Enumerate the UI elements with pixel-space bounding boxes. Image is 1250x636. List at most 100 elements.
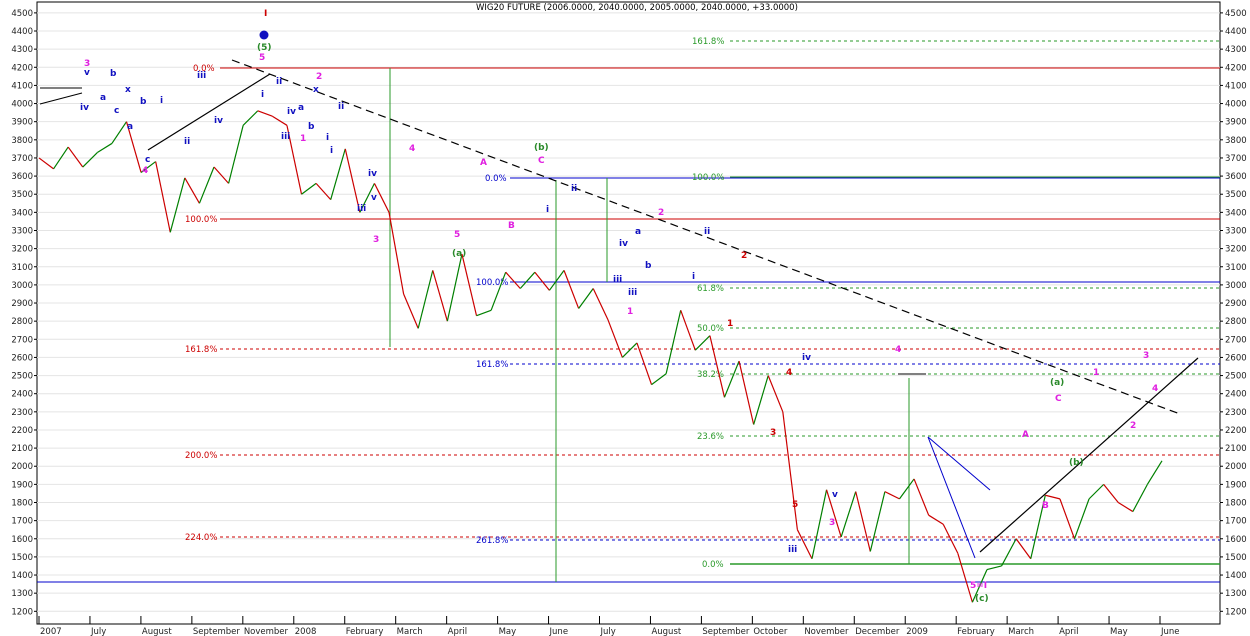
y-tick-label: 1700: [11, 517, 33, 527]
price-segment: [198, 166, 215, 204]
y-tick-label: 1400: [11, 571, 33, 581]
price-segment: [971, 569, 988, 603]
y-tick-label: 3000: [11, 281, 33, 291]
fib-red-label: 0.0%: [193, 64, 215, 74]
y-tick-label: 3200: [11, 245, 33, 255]
chart-title: WIG20 FUTURE (2006.0000, 2040.0000, 2005…: [476, 3, 798, 13]
price-segment: [1117, 501, 1134, 513]
wave-label: 3: [1143, 351, 1149, 361]
x-tick-label: May: [499, 627, 517, 636]
price-segment: [169, 177, 186, 233]
price-segment: [315, 182, 332, 201]
price-segment: [723, 360, 740, 398]
wave-label: B: [1042, 501, 1049, 511]
wave-label: (c): [975, 594, 989, 604]
wave-label: 1: [1093, 368, 1099, 378]
price-segment: [417, 270, 434, 329]
x-tick-label: 2007: [40, 627, 62, 636]
price-segment: [373, 183, 390, 213]
y-tick-label: 2600: [1225, 353, 1247, 363]
price-segment: [490, 271, 507, 311]
fib-green-label: 0.0%: [702, 560, 724, 570]
x-tick-label: July: [600, 627, 616, 636]
price-segment: [242, 110, 259, 126]
x-tick-label: March: [1008, 627, 1034, 636]
fib-blue-label: 161.8%: [476, 360, 508, 370]
y-tick-label: 1600: [11, 535, 33, 545]
wave-label: a: [298, 103, 304, 113]
price-segment: [928, 514, 944, 525]
price-segment: [665, 310, 682, 374]
price-segment: [563, 270, 580, 309]
y-tick-label: 2800: [11, 317, 33, 327]
price-segment: [1015, 538, 1032, 560]
y-tick-label: 4200: [11, 63, 33, 73]
price-segment: [519, 271, 536, 289]
y-tick-label: 1800: [1225, 499, 1247, 509]
y-tick-label: 3400: [1225, 208, 1247, 218]
wave-label: iii: [357, 204, 366, 214]
fib-red-label: 224.0%: [185, 533, 217, 543]
y-tick-label: 1600: [1225, 535, 1247, 545]
price-segment: [359, 183, 375, 213]
wave-label: iv: [287, 107, 296, 117]
y-axis-left: 1200 1300 1400 1500 1600 1700 1800 1900 2000 2100…: [11, 9, 37, 617]
y-tick-label: 4400: [11, 27, 33, 37]
y-tick-label: 1200: [11, 607, 33, 617]
price-segment: [461, 253, 478, 316]
price-segment: [1132, 484, 1148, 512]
price-segment: [1059, 498, 1076, 539]
grid: [37, 12, 1220, 612]
price-segment: [855, 491, 871, 552]
price-segment: [1073, 498, 1090, 539]
wave-label: a: [635, 227, 641, 237]
y-tick-label: 1500: [1225, 553, 1247, 563]
x-tick-label: June: [549, 627, 569, 636]
fib-green-label: 100.0%: [692, 173, 724, 183]
price-segment: [811, 489, 828, 559]
price-segment: [709, 335, 726, 398]
wave-label: a: [100, 93, 106, 103]
wave-label: ii: [184, 137, 190, 147]
price-series: [38, 110, 1163, 603]
price-segment: [272, 115, 288, 126]
y-tick-label: 2900: [11, 299, 33, 309]
y-tick-label: 2200: [1225, 426, 1247, 436]
y-tick-label: 3000: [1225, 281, 1247, 291]
x-tick-label: December: [855, 627, 900, 636]
wave-label: A: [1022, 430, 1029, 440]
price-segment: [942, 523, 959, 554]
wave-label: ii: [704, 227, 710, 237]
y-tick-label: 2100: [1225, 444, 1247, 454]
y-tick-label: 4500: [1225, 9, 1247, 19]
price-segment: [578, 288, 594, 309]
y-tick-label: 1800: [11, 499, 33, 509]
y-tick-label: 4000: [11, 100, 33, 110]
wave-label: A: [480, 158, 487, 168]
x-tick-label: November: [804, 627, 849, 636]
y-tick-label: 1400: [1225, 571, 1247, 581]
y-tick-label: 2300: [11, 408, 33, 418]
price-segment: [1030, 495, 1046, 559]
wave-label: ii: [571, 184, 577, 194]
wave-label: 3: [829, 518, 835, 528]
uptrend-line: [979, 357, 1199, 553]
price-segment: [388, 212, 405, 295]
y-tick-label: 2000: [1225, 462, 1247, 472]
price-segment: [257, 110, 273, 117]
price-segment: [344, 148, 361, 213]
price-segment: [446, 253, 463, 322]
y-tick-label: 4200: [1225, 63, 1247, 73]
y-tick-label: 2700: [1225, 335, 1247, 345]
wave-label: 1: [727, 319, 733, 329]
x-tick-label: July: [90, 627, 106, 636]
price-segment: [1146, 460, 1163, 485]
x-tick-label: April: [448, 627, 467, 636]
x-tick-label: October: [753, 627, 788, 636]
price-segment: [534, 271, 550, 291]
wave-label: iv: [80, 103, 89, 113]
price-segment: [607, 319, 623, 358]
y-tick-label: 4300: [1225, 45, 1247, 55]
price-segment: [753, 375, 769, 425]
